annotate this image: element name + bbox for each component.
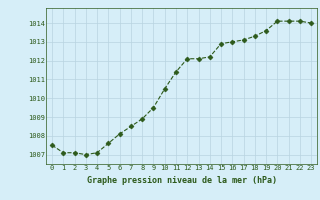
- X-axis label: Graphe pression niveau de la mer (hPa): Graphe pression niveau de la mer (hPa): [87, 176, 276, 185]
